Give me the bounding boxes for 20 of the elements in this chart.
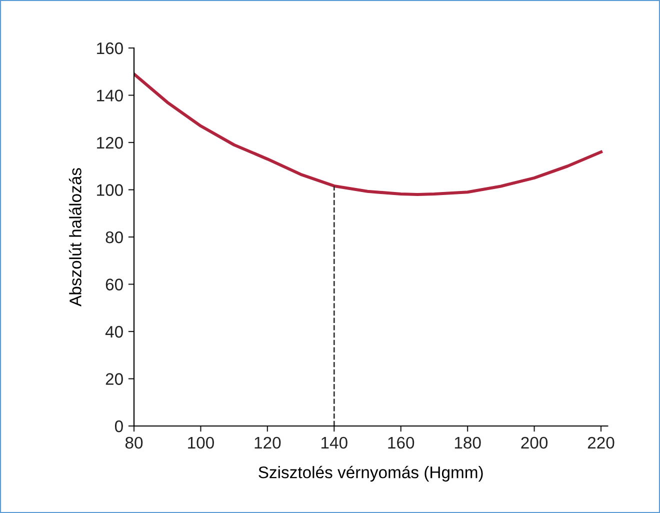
- y-axis-title: Abszolút halálozás: [68, 168, 82, 306]
- x-tick-label: 100: [188, 436, 214, 449]
- x-tick-label: 160: [388, 436, 414, 449]
- x-tick-label: 80: [125, 436, 143, 449]
- y-tick-label: 160: [97, 42, 123, 54]
- y-tick-label: 60: [106, 278, 123, 290]
- x-axis-title: Szisztolés vérnyomás (Hgmm): [258, 466, 483, 482]
- y-tick-label: 140: [97, 90, 123, 102]
- y-tick-label: 40: [105, 326, 123, 338]
- x-tick-label: 220: [588, 436, 614, 449]
- y-tick-label: 100: [97, 184, 123, 196]
- y-tick-label: 0: [114, 420, 123, 432]
- x-tick-label: 180: [454, 436, 481, 449]
- x-tick-label: 120: [254, 436, 281, 449]
- y-tick-label: 120: [97, 136, 123, 149]
- y-tick-label: 20: [106, 373, 123, 385]
- line-series: [134, 72, 603, 196]
- y-tick-label: 80: [106, 231, 123, 244]
- x-tick-label: 140: [322, 436, 348, 449]
- x-tick-label: 200: [521, 436, 548, 449]
